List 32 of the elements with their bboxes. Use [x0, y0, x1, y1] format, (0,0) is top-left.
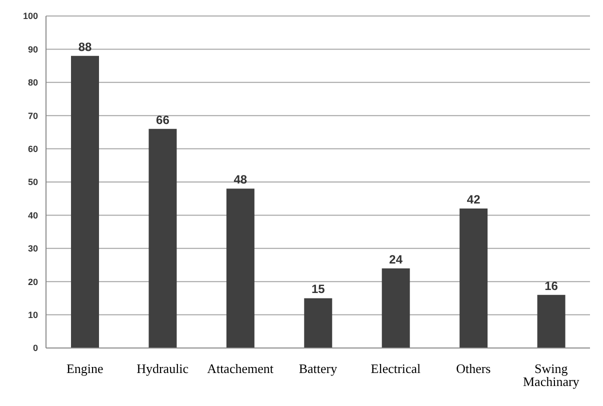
data-label: 16 [544, 278, 558, 293]
y-tick-label: 50 [28, 177, 38, 188]
x-tick-label: Engine [66, 361, 104, 376]
data-label: 24 [389, 252, 403, 266]
bar [71, 56, 99, 348]
y-tick-label: 20 [28, 276, 38, 287]
x-tick-label: Attachement [207, 361, 274, 376]
bar [460, 208, 488, 348]
x-tick-label: Electrical [370, 361, 421, 376]
data-label: 42 [466, 192, 481, 207]
data-label: 15 [311, 282, 326, 296]
y-tick-label: 80 [28, 78, 38, 88]
bar [382, 268, 410, 348]
y-tick-label: 100 [22, 11, 38, 22]
x-tick-label: Swing Machinary [522, 361, 580, 390]
x-tick-label: Hydraulic [136, 361, 189, 376]
y-tick-label: 10 [28, 310, 38, 320]
bar [304, 298, 332, 348]
x-tick-label: Battery [298, 361, 338, 376]
y-tick-label: 90 [28, 44, 38, 54]
y-tick-label: 40 [28, 210, 38, 220]
bar [148, 128, 177, 348]
y-tick-label: 70 [28, 110, 38, 121]
bar [537, 294, 566, 348]
y-tick-label: 0 [32, 343, 38, 354]
x-tick-label: Others [456, 361, 491, 376]
data-label: 88 [78, 40, 92, 54]
data-label: 48 [234, 172, 248, 187]
y-tick-label: 30 [28, 244, 38, 254]
y-tick-label: 60 [28, 144, 38, 154]
data-label: 66 [156, 112, 170, 127]
bar [226, 188, 254, 348]
